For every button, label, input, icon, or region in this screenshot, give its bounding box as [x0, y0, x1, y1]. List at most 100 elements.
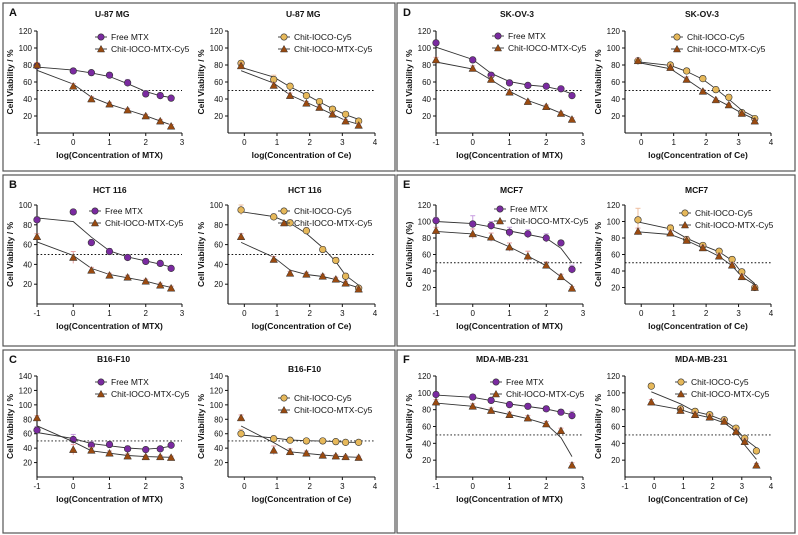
data-point [69, 253, 78, 261]
y-tick-label: 100 [210, 201, 224, 210]
data-point [486, 232, 496, 241]
x-tick-label: 2 [710, 482, 715, 491]
y-tick-label: 60 [23, 241, 32, 250]
y-tick-label: 20 [611, 112, 620, 121]
chart-D2: 20 40 60 80 100 120 0 1 2 3 4 log(Concentration of … [593, 9, 774, 160]
x-tick-label: 3 [180, 309, 185, 318]
x-tick-label: 2 [544, 309, 549, 318]
data-point [302, 448, 311, 457]
data-point [331, 274, 341, 283]
y-tick-label: 100 [607, 218, 621, 227]
panel-frame-E [396, 174, 796, 347]
data-point [682, 236, 691, 244]
data-point [237, 430, 245, 438]
x-tick-label: 0 [471, 309, 476, 318]
data-point [737, 272, 747, 281]
x-tick-label: 1 [275, 482, 280, 491]
legend-marker [681, 209, 689, 217]
data-point [676, 406, 685, 414]
data-point [156, 280, 165, 289]
y-tick-label: 100 [418, 389, 432, 398]
legend-marker [495, 216, 505, 225]
x-tick-label: 2 [144, 138, 149, 147]
data-point [332, 438, 340, 446]
legend-label: Chit-IOCO-Cy5 [691, 377, 749, 387]
data-point [731, 427, 741, 435]
data-point [431, 55, 441, 64]
legend-marker [491, 389, 501, 398]
data-point [285, 447, 295, 456]
data-point [332, 256, 340, 265]
data-point [32, 413, 42, 422]
data-point [141, 452, 150, 461]
data-point [166, 283, 176, 292]
chart-D: 20 40 60 80 100 120 -1 0 1 2 3 log(Concentration of… [404, 9, 587, 160]
panel-letter-E: E [403, 179, 410, 191]
fit-curve [637, 221, 756, 284]
data-point [142, 90, 150, 98]
fit-curve [240, 241, 359, 289]
y-tick-label: 20 [23, 280, 32, 289]
y-tick-label: 40 [422, 267, 431, 276]
data-point [557, 239, 565, 247]
data-point [354, 121, 363, 129]
data-point [647, 397, 656, 406]
data-point [698, 243, 708, 252]
legend-label: Chit-IOCO-Cy5 [294, 393, 352, 403]
data-point [752, 447, 761, 455]
fit-curve [36, 69, 172, 126]
x-tick-label: -1 [33, 138, 41, 147]
data-point [315, 103, 324, 111]
data-point [469, 393, 477, 401]
y-tick-label: 40 [23, 95, 32, 104]
data-point [690, 410, 700, 419]
y-tick-label: 80 [422, 234, 431, 243]
data-point [711, 95, 721, 104]
y-tick-label: 40 [611, 439, 620, 448]
fit-curve [36, 425, 172, 458]
legend-marker [96, 44, 106, 53]
legend-label: Chit-IOCO-MTX-Cy5 [294, 44, 373, 54]
y-axis-label: Cell Viability (%) [404, 221, 414, 287]
legend-marker [96, 389, 106, 398]
x-axis-label: log(Concentration of Ce) [648, 494, 748, 504]
legend-label: Chit-IOCO-Cy5 [687, 32, 745, 42]
data-point [87, 445, 96, 454]
y-tick-label: 20 [214, 459, 223, 468]
data-point [469, 220, 477, 228]
y-tick-label: 100 [418, 218, 432, 227]
legend-label: Chit-IOCO-MTX-Cy5 [691, 389, 770, 399]
data-point [331, 451, 341, 460]
y-tick-label: 120 [210, 27, 224, 36]
y-tick-label: 40 [422, 95, 431, 104]
data-point [302, 98, 311, 107]
y-tick-label: 60 [422, 251, 431, 260]
x-tick-label: 2 [307, 482, 312, 491]
legend-marker [97, 33, 105, 41]
x-tick-label: 0 [639, 138, 644, 147]
y-tick-label: 60 [611, 423, 620, 432]
data-point [682, 75, 691, 83]
data-point [431, 397, 441, 406]
legend-label: Chit-IOCO-Cy5 [294, 32, 352, 42]
data-point [286, 82, 294, 90]
panel-frame-A [2, 2, 396, 172]
legend-label: Chit-IOCO-MTX-Cy5 [294, 405, 373, 415]
data-point [123, 451, 132, 460]
data-point [285, 268, 295, 277]
legend-label: Chit-IOCO-MTX-Cy5 [105, 218, 184, 228]
x-tick-label: 2 [144, 309, 149, 318]
chart-title: MDA-MB-231 [476, 354, 529, 364]
data-point [486, 75, 496, 83]
legend-marker [496, 205, 504, 213]
data-point [32, 232, 42, 240]
legend-marker [280, 207, 288, 215]
fit-curve [435, 46, 573, 95]
data-point [720, 417, 729, 425]
data-point [156, 91, 164, 100]
legend-marker [280, 33, 288, 41]
fit-curve [435, 221, 573, 264]
chart-title: MCF7 [685, 185, 708, 195]
panel-letter-D: D [403, 7, 411, 19]
x-tick-label: 0 [242, 138, 247, 147]
